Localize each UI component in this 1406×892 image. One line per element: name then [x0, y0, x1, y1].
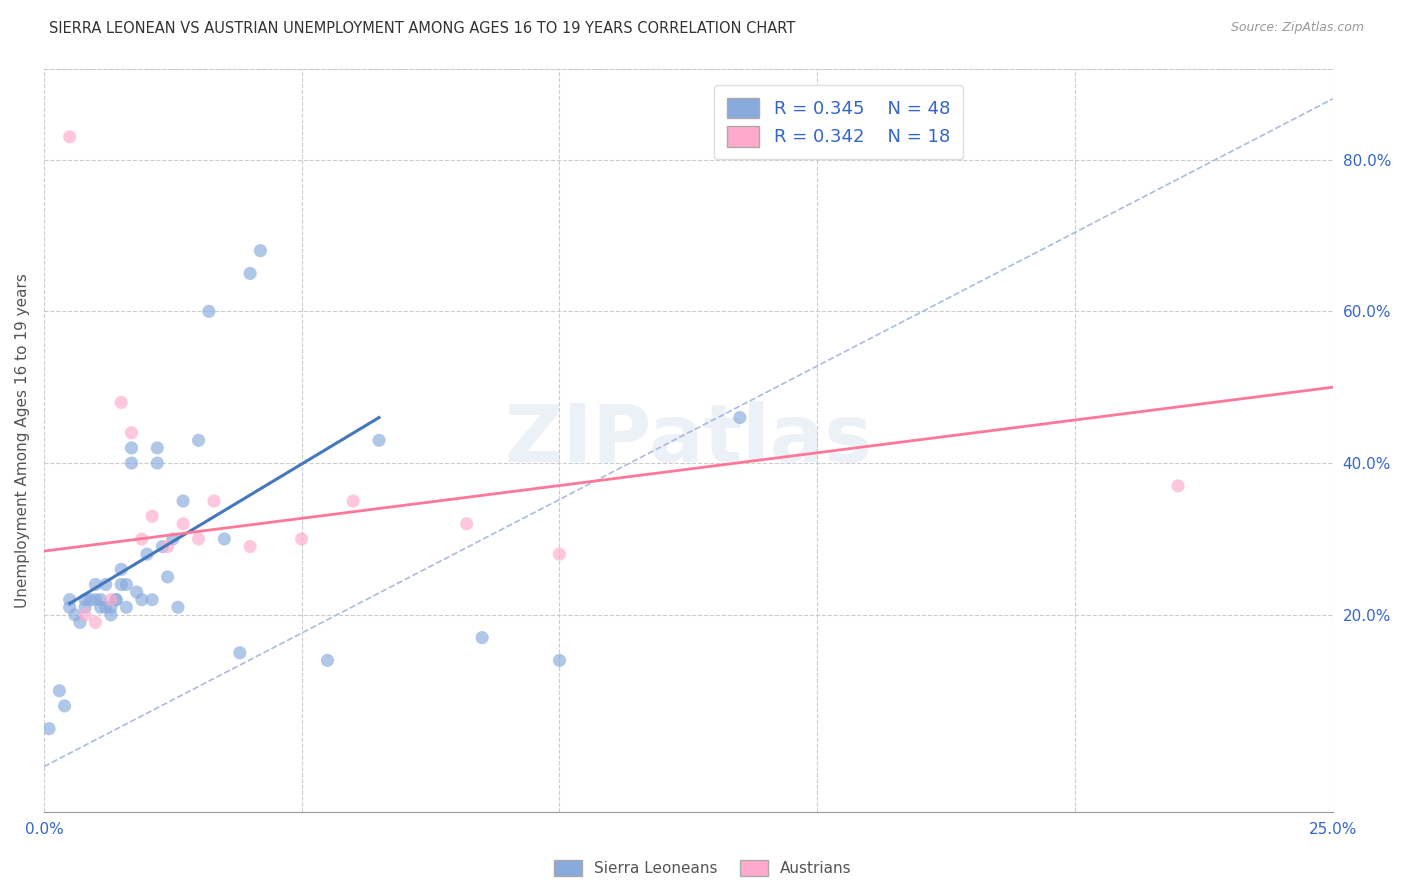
Point [172, 516, 194, 531]
Point [121, 441, 143, 455]
Point [471, 631, 494, 645]
Point [131, 592, 153, 607]
Point [53, 698, 76, 713]
Point [239, 266, 262, 280]
Point [90, 592, 112, 607]
Point [239, 540, 262, 554]
Point [38, 722, 60, 736]
Point [59, 592, 82, 607]
Point [291, 532, 314, 546]
Point [167, 600, 190, 615]
Point [90, 600, 112, 615]
Point [84, 577, 107, 591]
Point [84, 615, 107, 630]
Point [94, 600, 117, 615]
Point [316, 653, 339, 667]
Point [229, 646, 252, 660]
Point [342, 494, 364, 508]
Text: ZIPatlas: ZIPatlas [505, 401, 873, 479]
Point [59, 600, 82, 615]
Point [115, 600, 138, 615]
Point [110, 577, 132, 591]
Point [94, 577, 117, 591]
Point [187, 434, 209, 448]
Point [75, 607, 97, 622]
Point [100, 607, 122, 622]
Point [105, 592, 128, 607]
Point [172, 494, 194, 508]
Point [84, 592, 107, 607]
Point [59, 129, 82, 144]
Point [146, 441, 169, 455]
Point [1167, 479, 1189, 493]
Point [728, 410, 751, 425]
Point [131, 532, 153, 546]
Point [187, 532, 209, 546]
Point [75, 600, 97, 615]
Point [75, 592, 97, 607]
Point [79, 592, 101, 607]
Y-axis label: Unemployment Among Ages 16 to 19 years: Unemployment Among Ages 16 to 19 years [15, 273, 30, 607]
Point [115, 577, 138, 591]
Point [249, 244, 271, 258]
Legend: Sierra Leoneans, Austrians: Sierra Leoneans, Austrians [548, 855, 858, 882]
Point [368, 434, 391, 448]
Text: Source: ZipAtlas.com: Source: ZipAtlas.com [1230, 21, 1364, 34]
Legend: R = 0.345    N = 48, R = 0.342    N = 18: R = 0.345 N = 48, R = 0.342 N = 18 [714, 85, 963, 159]
Point [146, 456, 169, 470]
Point [141, 509, 163, 524]
Point [202, 494, 225, 508]
Point [136, 547, 159, 561]
Point [69, 615, 91, 630]
Point [100, 592, 122, 607]
Point [156, 540, 179, 554]
Point [105, 592, 128, 607]
Point [141, 592, 163, 607]
Point [100, 600, 122, 615]
Point [110, 395, 132, 409]
Point [548, 653, 571, 667]
Point [48, 683, 70, 698]
Point [63, 607, 86, 622]
Point [121, 425, 143, 440]
Text: SIERRA LEONEAN VS AUSTRIAN UNEMPLOYMENT AMONG AGES 16 TO 19 YEARS CORRELATION CH: SIERRA LEONEAN VS AUSTRIAN UNEMPLOYMENT … [49, 21, 796, 36]
Point [548, 547, 571, 561]
Point [110, 562, 132, 576]
Point [152, 540, 174, 554]
Point [162, 532, 184, 546]
Point [214, 532, 236, 546]
Point [198, 304, 221, 318]
Point [125, 585, 148, 599]
Point [121, 456, 143, 470]
Point [156, 570, 179, 584]
Point [456, 516, 478, 531]
